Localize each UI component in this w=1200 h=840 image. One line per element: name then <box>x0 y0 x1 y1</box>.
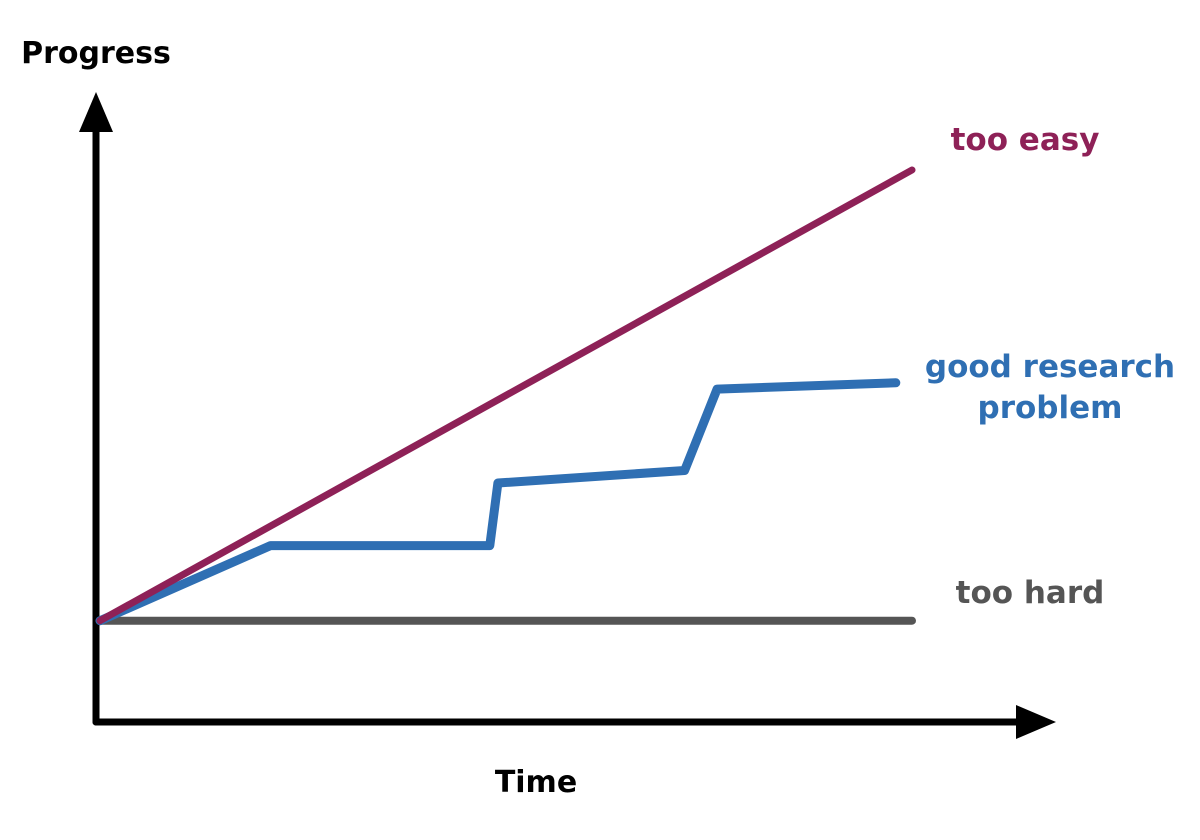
axes <box>79 92 1056 739</box>
series-line-too-easy <box>96 166 916 625</box>
series-labels: too easy good research problem too hard <box>925 122 1175 611</box>
y-axis-arrowhead <box>79 92 113 132</box>
y-axis-title: Progress <box>21 36 171 71</box>
series-label-too-hard: too hard <box>956 575 1105 611</box>
x-axis-arrowhead <box>1016 705 1056 739</box>
series-label-good-research-problem-line2: problem <box>978 390 1123 426</box>
series-layer <box>95 166 916 626</box>
x-axis-title: Time <box>495 765 577 800</box>
series-line-good-research-problem <box>95 378 901 626</box>
series-label-too-easy: too easy <box>951 122 1100 158</box>
series-label-good-research-problem-line1: good research <box>925 349 1175 385</box>
